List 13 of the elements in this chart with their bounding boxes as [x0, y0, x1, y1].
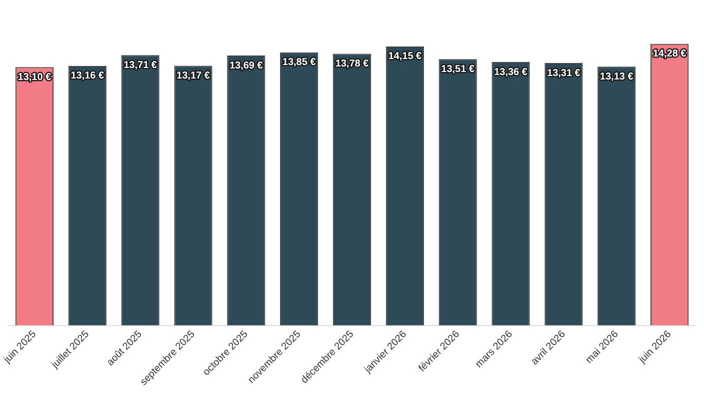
data-label: 13,85 €	[282, 57, 316, 68]
data-label: 14,15 €	[388, 51, 422, 62]
data-label: 13,10 €	[18, 72, 52, 83]
data-label: 13,36 €	[494, 66, 528, 78]
data-label: 13,13 €	[600, 71, 634, 82]
data-label: 13,71 €	[124, 60, 158, 71]
data-label: 13,51 €	[441, 64, 475, 75]
data-label: 14,28 €	[652, 48, 687, 60]
data-label: 13,69 €	[229, 60, 264, 72]
data-label: 13,78 €	[335, 58, 370, 70]
data-label: 13,16 €	[70, 70, 104, 82]
data-label: 13,31 €	[547, 68, 581, 79]
data-label: 13,17 €	[176, 70, 210, 82]
